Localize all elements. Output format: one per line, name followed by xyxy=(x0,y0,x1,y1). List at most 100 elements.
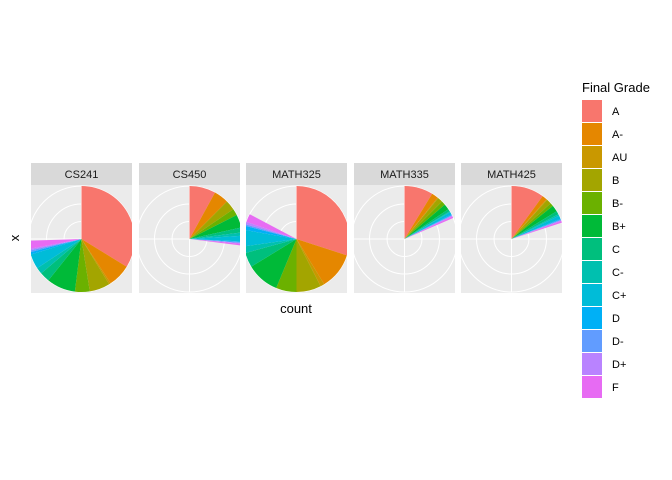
pie-slice-cminus xyxy=(246,239,297,253)
pie-slice-d xyxy=(31,239,82,255)
x-axis-title: count xyxy=(280,301,312,316)
pie-slice-a xyxy=(511,186,543,239)
legend-key xyxy=(582,261,602,283)
facet-strip xyxy=(31,163,132,185)
legend-label: AU xyxy=(612,152,627,164)
pie-slice-bplus xyxy=(48,239,82,292)
pie-slice-f xyxy=(511,221,562,239)
facet-strip xyxy=(139,163,240,185)
legend-label: A xyxy=(612,106,620,118)
facet-strip xyxy=(461,163,562,185)
pie-slice-aminus xyxy=(404,193,438,239)
legend-label: F xyxy=(612,382,619,394)
facet-cs241: CS2410100200300 xyxy=(31,163,132,310)
pie-slice-b xyxy=(511,199,551,239)
pie-slice-aminus xyxy=(189,192,227,239)
legend-key xyxy=(582,192,602,214)
facet-strip xyxy=(246,163,347,185)
pie-slice-cminus xyxy=(37,239,82,274)
pie-slice-dminus xyxy=(511,219,562,239)
pie-slice-c xyxy=(41,239,82,281)
radial-tick-label: 200 xyxy=(72,298,90,310)
pie-slice-f xyxy=(404,216,454,239)
pie-slice-f xyxy=(246,214,297,239)
pie-slice-au xyxy=(81,239,111,285)
legend-key xyxy=(582,215,602,237)
pie-slice-bminus xyxy=(276,239,297,292)
facet-strip-label: CS241 xyxy=(65,169,99,181)
legend-key xyxy=(582,169,602,191)
legend-key xyxy=(582,123,602,145)
pie-slice-d xyxy=(404,214,452,239)
pie-slice-b xyxy=(189,201,234,239)
legend-key xyxy=(582,238,602,260)
pie-slice-a xyxy=(404,185,433,239)
facet-strip-label: MATH425 xyxy=(487,169,536,181)
legend-label: B- xyxy=(612,198,623,210)
legend-key xyxy=(582,100,602,122)
pie-slice-au xyxy=(511,199,548,239)
legend-key xyxy=(582,330,602,352)
pie-slice-aminus xyxy=(296,239,347,285)
radial-tick-label: 200 xyxy=(180,298,198,310)
pie-slice-dminus xyxy=(404,214,453,239)
pie-slice-bminus xyxy=(511,203,553,239)
legend-label: B xyxy=(612,175,619,187)
pie-slice-dplus xyxy=(246,221,297,239)
pie-slice-b xyxy=(296,239,321,292)
legend-label: D- xyxy=(612,336,624,348)
pie-slice-au xyxy=(404,197,439,239)
pie-slice-bplus xyxy=(251,239,297,288)
legend-label: C+ xyxy=(612,290,626,302)
pie-slice-bminus xyxy=(189,209,237,239)
pie-slice-aminus xyxy=(81,239,127,284)
legend-key xyxy=(582,307,602,329)
pie-slice-a xyxy=(189,185,216,239)
pie-slice-a xyxy=(81,186,132,267)
pie-slice-cminus xyxy=(511,214,560,239)
facet-math335: MATH3350100200300 xyxy=(354,163,455,310)
legend-key xyxy=(582,376,602,398)
facet-strip xyxy=(354,163,455,185)
pie-slice-aminus xyxy=(511,196,547,239)
pie-slice-au xyxy=(296,239,325,287)
legend-label: B+ xyxy=(612,221,626,233)
legend-label: D xyxy=(612,313,620,325)
pie-slice-c xyxy=(404,209,450,239)
facet-cs450: CS4500100200300 xyxy=(139,163,240,310)
pie-slice-a xyxy=(296,186,347,256)
legend-label: D+ xyxy=(612,359,626,371)
radial-tick-label: 200 xyxy=(502,298,520,310)
legend-label: C xyxy=(612,244,620,256)
pie-slice-cplus xyxy=(511,215,561,239)
pie-slice-cplus xyxy=(404,212,452,239)
legend-label: A- xyxy=(612,129,623,141)
pie-slice-bminus xyxy=(74,239,90,293)
facet-math325: MATH3250100200300 xyxy=(246,163,347,293)
legend-key xyxy=(582,146,602,168)
pie-slice-cminus xyxy=(404,211,451,239)
pie-slice-cminus xyxy=(189,232,240,239)
radial-tick-label: 100 xyxy=(563,234,581,246)
pie-slice-cplus xyxy=(189,235,240,242)
pie-slice-bplus xyxy=(511,205,557,239)
facet-strip-label: CS450 xyxy=(173,169,207,181)
legend-key xyxy=(582,284,602,306)
pie-slice-bminus xyxy=(404,201,445,239)
radial-tick-label: 200 xyxy=(395,298,413,310)
facet-math425: MATH4250100200300 xyxy=(461,163,581,310)
pie-slice-dminus xyxy=(189,239,240,243)
pie-slice-dplus xyxy=(404,215,453,239)
pie-slice-bplus xyxy=(189,214,240,239)
pie-slice-d xyxy=(511,218,561,239)
legend-title: Final Grade xyxy=(582,80,650,95)
facet-strip-label: MATH335 xyxy=(380,169,429,181)
y-axis-title: x xyxy=(7,234,22,241)
facet-panels: CS2410100200300CS4500100200300MATH325010… xyxy=(31,163,581,310)
facet-strip-label: MATH325 xyxy=(272,169,321,181)
pie-slice-c xyxy=(246,239,297,267)
legend-label: C- xyxy=(612,267,624,279)
pie-slice-cplus xyxy=(246,230,297,247)
pie-slice-b xyxy=(81,239,110,292)
